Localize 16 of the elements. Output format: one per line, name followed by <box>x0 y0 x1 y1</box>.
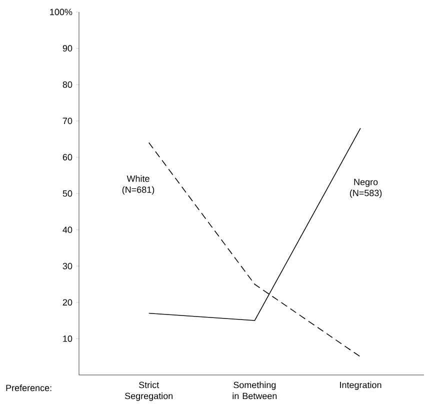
x-tick-label: Integration <box>340 382 382 390</box>
x-tick-label: Strict Segregation <box>124 382 173 401</box>
y-tick-label: 70 <box>62 118 72 124</box>
y-tick-label: 90 <box>62 45 72 52</box>
y-tick-label: 100% <box>50 8 72 16</box>
series-label: White (N=681) <box>122 175 154 195</box>
y-tick-label: 20 <box>62 299 72 306</box>
x-tick-label: Something in Between <box>232 382 277 400</box>
x-axis-title: Preference: <box>6 384 52 392</box>
y-tick-label: 60 <box>62 154 72 160</box>
y-tick-label: 50 <box>62 190 72 197</box>
y-tick-label: 40 <box>62 226 72 233</box>
y-tick-label: 30 <box>62 262 72 270</box>
y-tick-label: 10 <box>63 335 72 342</box>
series-label: Negro (N=583) <box>350 178 382 198</box>
y-tick-label: 80 <box>62 81 72 88</box>
